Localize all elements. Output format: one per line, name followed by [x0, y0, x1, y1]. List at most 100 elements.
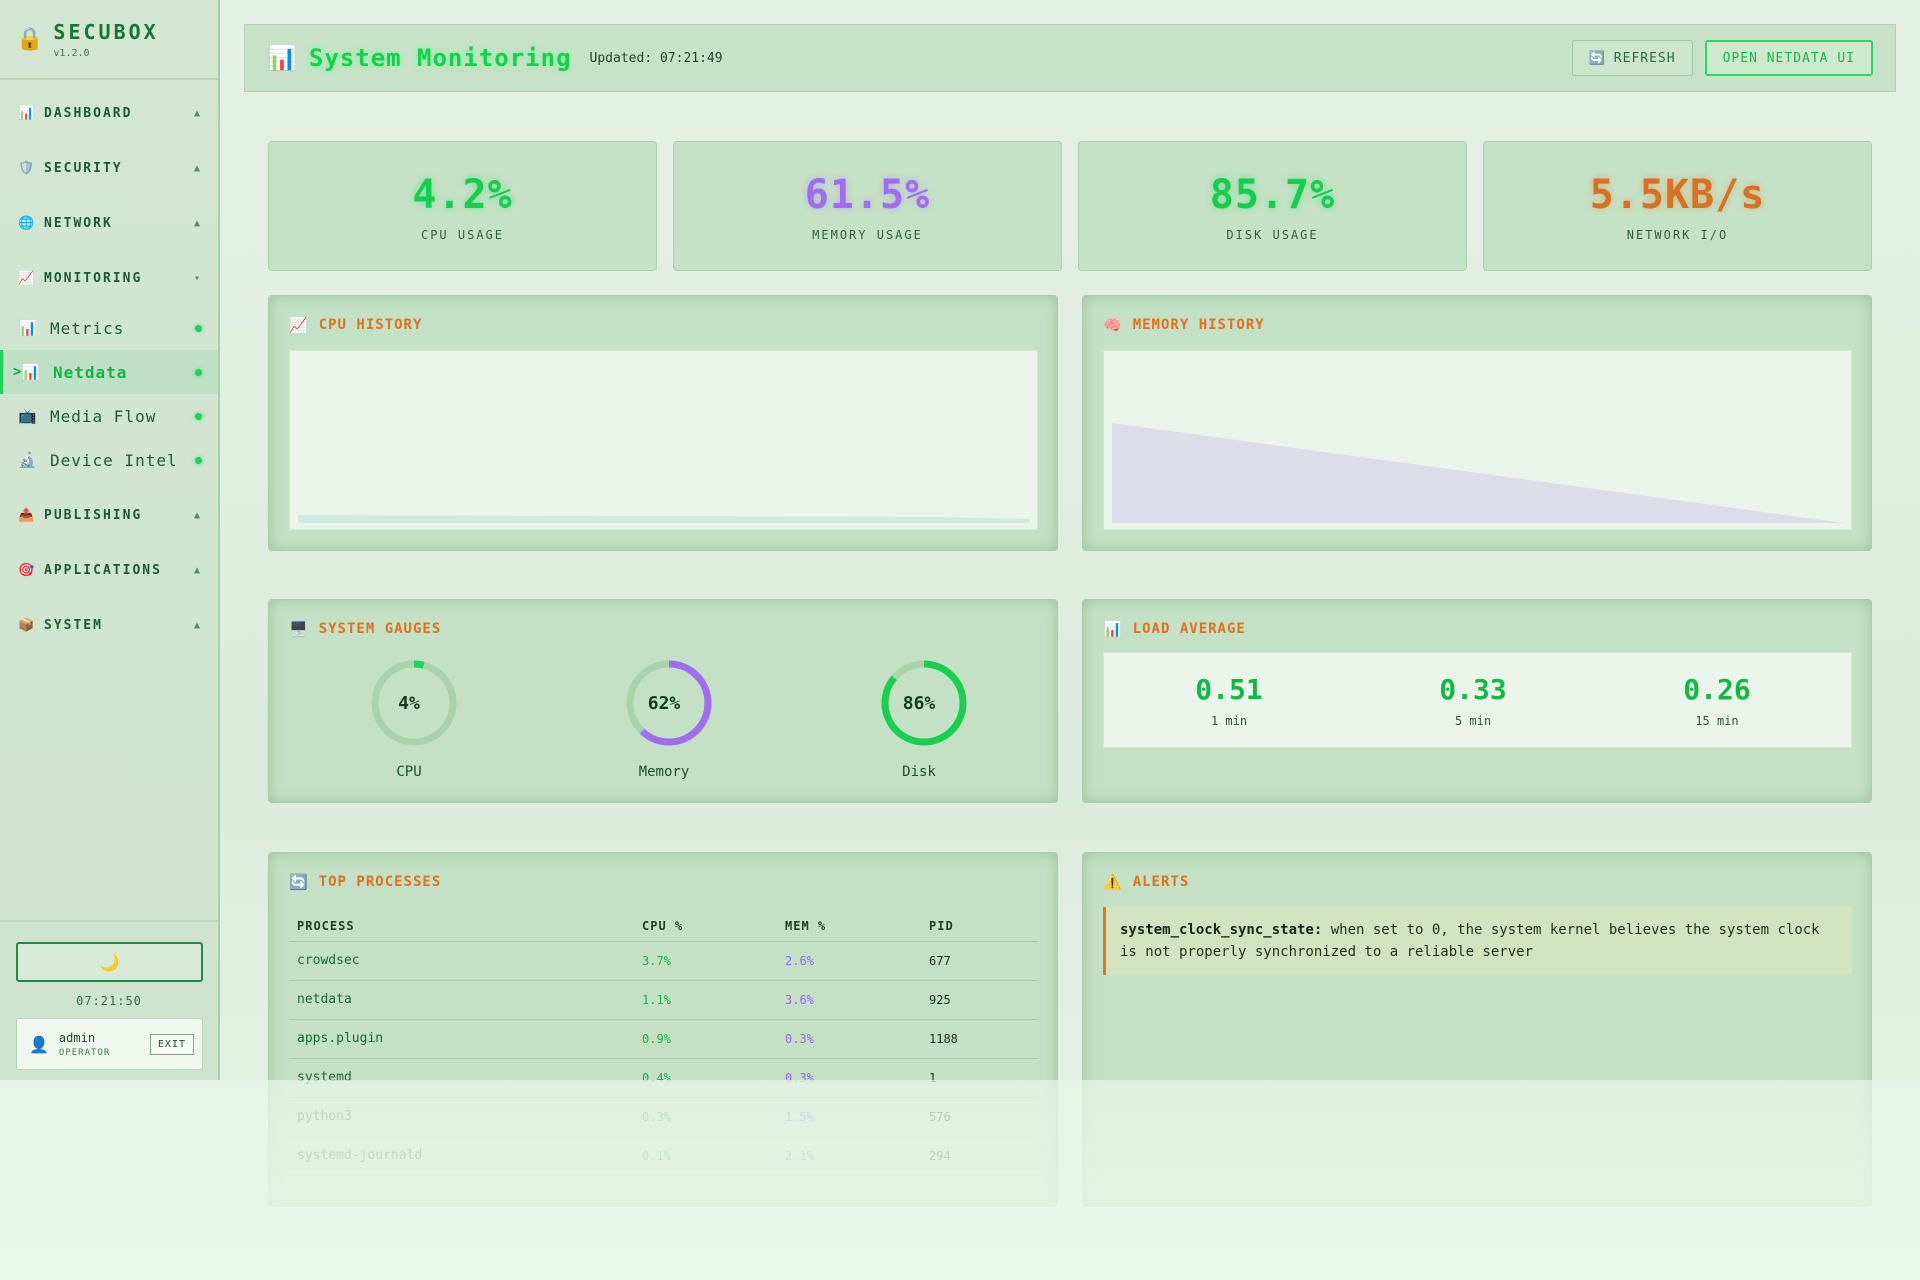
nav-group-publishing[interactable]: 📤 PUBLISHING ▲: [0, 488, 218, 543]
status-dot: [195, 368, 202, 376]
panel-title: 📈 CPU HISTORY: [289, 316, 422, 334]
theme-toggle-button[interactable]: 🌙: [16, 942, 203, 982]
refresh-button[interactable]: 🔄 REFRESH: [1571, 40, 1693, 76]
table-row[interactable]: python3 0.3% 1.5% 576: [289, 1097, 1038, 1137]
top-processes-panel: 🔄 TOP PROCESSES PROCESS CPU % MEM % PID …: [268, 852, 1058, 1207]
column-header[interactable]: PROCESS: [289, 911, 634, 942]
stat-label: MEMORY USAGE: [812, 228, 923, 242]
stat-label: NETWORK I/O: [1626, 228, 1729, 242]
column-header[interactable]: MEM %: [777, 911, 921, 942]
stat-card-cpu: 4.2% CPU USAGE: [268, 141, 657, 271]
gauge-cpu-ring: [371, 660, 457, 746]
status-dot: [195, 412, 202, 420]
nav-group-security[interactable]: 🛡️ SECURITY ▲: [0, 141, 218, 196]
gauge-fill: [626, 660, 712, 746]
process-cpu: 3.7%: [634, 941, 777, 981]
memory-history-svg: [1112, 423, 1844, 523]
alert-name: system_clock_sync_state:: [1120, 922, 1323, 938]
status-dot: [195, 324, 202, 332]
user-box: 👤 admin OPERATOR EXIT: [16, 1018, 203, 1070]
table-row[interactable]: systemd 0.4% 0.3% 1: [289, 1058, 1038, 1098]
chevron-up-icon: ▲: [193, 218, 202, 229]
column-header[interactable]: PID: [921, 911, 1038, 942]
open-netdata-button[interactable]: OPEN NETDATA UI: [1704, 40, 1873, 76]
gauge-fill: [371, 660, 457, 746]
chevron-up-icon: ▲: [193, 620, 202, 631]
gauge-memory: 62% Memory: [619, 658, 719, 780]
nav-group-system[interactable]: 📦 SYSTEM ▲: [0, 598, 218, 653]
process-cpu: 0.9%: [634, 1019, 777, 1059]
sidebar-clock: 07:21:50: [76, 994, 142, 1008]
lock-icon: 🔒: [16, 26, 44, 52]
panel-title-label: MEMORY HISTORY: [1132, 317, 1265, 333]
nav-group-label: SECURITY: [44, 161, 123, 176]
process-mem: 0.3%: [777, 1058, 921, 1098]
sidebar: 🔒 SECUBOX v1.2.0 📊 DASHBOARD ▲ 🛡️ SECURI…: [0, 0, 220, 1080]
bar-chart-icon: 📊: [21, 363, 40, 381]
brand-version: v1.2.0: [53, 47, 90, 59]
sidebar-item-device-intel[interactable]: 🔬 Device Intel: [0, 438, 218, 482]
panel-title: 📊 LOAD AVERAGE: [1103, 620, 1246, 638]
sidebar-item-media-flow[interactable]: 📺 Media Flow: [0, 394, 218, 438]
alert-item[interactable]: system_clock_sync_state: when set to 0, …: [1103, 907, 1852, 975]
panel-title: 🔄 TOP PROCESSES: [289, 873, 441, 891]
load-1min: 0.51 1 min: [1169, 673, 1289, 728]
gauge-label: Memory: [638, 764, 690, 780]
panel-title: 🧠 MEMORY HISTORY: [1103, 316, 1265, 334]
process-cpu: 0.4%: [634, 1058, 777, 1098]
table-row[interactable]: systemd-journald 0.1% 2.1% 294: [289, 1136, 1038, 1176]
column-header[interactable]: CPU %: [634, 911, 777, 942]
process-mem: 2.1%: [777, 1136, 921, 1176]
gauge-memory-ring: [626, 660, 712, 746]
sidebar-item-label: Netdata: [53, 362, 128, 382]
sidebar-item-label: Device Intel: [50, 450, 178, 470]
gauge-cpu: 4% CPU: [364, 658, 464, 780]
gauge-label: CPU: [396, 764, 422, 780]
outbox-icon: 📤: [18, 508, 37, 523]
table-row[interactable]: netdata 1.1% 3.6% 925: [289, 980, 1038, 1020]
trend-chart-icon: 📈: [289, 316, 309, 334]
load-average-box: 0.51 1 min 0.33 5 min 0.26 15 min: [1103, 652, 1852, 748]
process-name: apps.plugin: [289, 1019, 634, 1059]
moon-icon: 🌙: [99, 952, 120, 972]
table-row[interactable]: apps.plugin 0.9% 0.3% 1188: [289, 1019, 1038, 1059]
table-row[interactable]: crowdsec 3.7% 2.6% 677: [289, 941, 1038, 981]
load-label: 15 min: [1695, 714, 1739, 728]
process-mem: 1.5%: [777, 1097, 921, 1137]
process-pid: 677: [921, 941, 1038, 981]
panel-title: 🖥️ SYSTEM GAUGES: [289, 620, 441, 638]
load-average-panel: 📊 LOAD AVERAGE 0.51 1 min 0.33 5 min 0.2…: [1082, 599, 1872, 803]
exit-button[interactable]: EXIT: [149, 1033, 194, 1055]
sidebar-footer: 🌙 07:21:50 👤 admin OPERATOR EXIT: [0, 920, 218, 1080]
process-pid: 1188: [921, 1019, 1038, 1059]
monitor-icon: 🖥️: [289, 620, 309, 638]
panel-title-label: LOAD AVERAGE: [1132, 621, 1246, 637]
stat-value: 85.7%: [1209, 172, 1336, 218]
process-name: netdata: [289, 980, 634, 1020]
process-cpu: 1.1%: [634, 980, 777, 1020]
sidebar-item-netdata[interactable]: > 📊 Netdata: [0, 350, 218, 394]
gauge-percent: 62%: [647, 692, 681, 714]
load-value: 0.26: [1683, 673, 1751, 706]
nav-group-monitoring[interactable]: 📈 MONITORING ▾: [0, 251, 218, 306]
user-role: OPERATOR: [58, 1047, 111, 1058]
brand: 🔒 SECUBOX v1.2.0: [0, 0, 218, 80]
load-label: 5 min: [1454, 714, 1492, 728]
status-dot: [195, 456, 202, 464]
cpu-history-chart: [289, 350, 1038, 530]
panel-title-label: TOP PROCESSES: [318, 874, 442, 890]
cpu-history-panel: 📈 CPU HISTORY: [268, 295, 1058, 551]
panel-title-label: SYSTEM GAUGES: [318, 621, 442, 637]
nav-group-dashboard[interactable]: 📊 DASHBOARD ▲: [0, 86, 218, 141]
nav-group-network[interactable]: 🌐 NETWORK ▲: [0, 196, 218, 251]
refresh-icon: 🔄: [289, 873, 309, 891]
gauge-percent: 86%: [902, 692, 936, 714]
process-cpu: 0.1%: [634, 1136, 777, 1176]
sidebar-item-metrics[interactable]: 📊 Metrics: [0, 306, 218, 350]
gauge-disk: 86% Disk: [874, 658, 974, 780]
globe-icon: 🌐: [18, 216, 37, 231]
chevron-up-icon: ▲: [193, 108, 202, 119]
package-icon: 📦: [18, 618, 37, 633]
brand-name: SECUBOX: [53, 19, 159, 44]
nav-group-applications[interactable]: 🎯 APPLICATIONS ▲: [0, 543, 218, 598]
